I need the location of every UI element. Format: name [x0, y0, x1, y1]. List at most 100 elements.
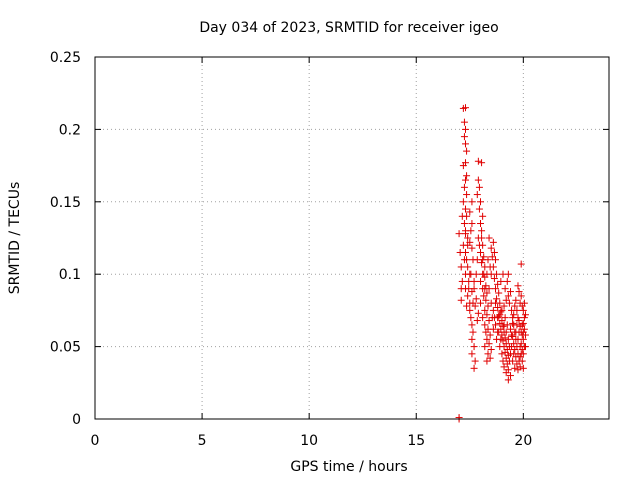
data-point	[506, 372, 514, 380]
data-point	[462, 205, 470, 213]
data-point	[516, 353, 524, 361]
data-point	[478, 259, 486, 267]
data-point	[514, 282, 522, 290]
data-point	[489, 238, 497, 246]
data-point	[460, 133, 468, 141]
data-point	[487, 345, 495, 353]
data-point	[475, 241, 483, 249]
x-tick-label: 5	[198, 433, 207, 449]
data-point	[483, 289, 491, 297]
y-axis-label: SRMTID / TECUs	[7, 182, 23, 295]
data-point	[517, 260, 525, 268]
data-point	[487, 244, 495, 252]
data-point	[471, 357, 479, 365]
data-point	[484, 350, 492, 358]
data-point	[517, 292, 525, 300]
data-point	[459, 198, 467, 206]
data-point	[506, 325, 514, 333]
x-tick-label: 20	[514, 433, 532, 449]
data-point	[515, 288, 523, 296]
data-point	[511, 345, 519, 353]
data-point	[494, 314, 502, 322]
data-point	[485, 317, 493, 325]
data-point	[494, 304, 502, 312]
data-point	[477, 198, 484, 206]
y-tick-label: 0.1	[59, 267, 81, 283]
x-tick-label: 15	[407, 433, 425, 449]
data-point	[482, 328, 490, 336]
data-point	[521, 311, 529, 319]
data-point	[482, 296, 490, 304]
data-point	[502, 354, 510, 362]
data-point	[516, 299, 524, 307]
data-point	[468, 244, 476, 252]
data-point	[472, 295, 480, 303]
data-point	[458, 277, 466, 285]
data-point	[470, 343, 478, 351]
data-point	[486, 263, 494, 271]
data-point	[481, 343, 489, 351]
data-point	[499, 357, 507, 365]
data-point	[497, 308, 505, 316]
data-point	[518, 357, 526, 365]
data-point	[460, 220, 468, 228]
data-point	[468, 350, 476, 358]
data-point	[477, 299, 484, 307]
data-point	[470, 364, 478, 372]
data-point	[478, 234, 486, 242]
data-point	[520, 314, 528, 322]
data-point	[493, 295, 501, 303]
data-point	[477, 277, 484, 285]
data-point	[466, 306, 474, 314]
data-point	[495, 328, 503, 336]
data-point	[499, 270, 507, 278]
data-point	[506, 288, 514, 296]
data-point	[486, 354, 494, 362]
data-point	[519, 328, 527, 336]
data-point	[470, 277, 478, 285]
x-axis-label: GPS time / hours	[290, 459, 407, 475]
data-point	[480, 253, 488, 261]
data-point	[511, 364, 519, 372]
data-point	[503, 360, 511, 368]
chart-title: Day 034 of 2023, SRMTID for receiver ige…	[199, 20, 498, 36]
data-point	[484, 256, 492, 264]
data-point	[485, 340, 493, 348]
y-tick-label: 0	[72, 412, 81, 428]
data-point	[468, 220, 476, 228]
data-point	[504, 335, 512, 343]
data-point	[477, 220, 484, 228]
data-point	[504, 376, 512, 384]
x-tick-label: 10	[300, 433, 318, 449]
data-point	[502, 369, 510, 377]
data-point	[486, 331, 494, 339]
data-point	[509, 319, 517, 327]
data-point	[462, 176, 470, 184]
data-point	[510, 311, 518, 319]
data-point	[502, 296, 510, 304]
data-point	[457, 263, 465, 271]
data-point	[505, 299, 513, 307]
data-point	[517, 340, 525, 348]
data-point	[514, 366, 522, 374]
y-tick-label: 0.05	[50, 340, 81, 356]
data-point	[497, 335, 505, 343]
data-point	[489, 325, 497, 333]
data-point	[520, 325, 528, 333]
data-point	[511, 302, 519, 310]
y-tick-label: 0.25	[50, 50, 81, 66]
data-point	[518, 321, 526, 329]
data-point	[459, 162, 467, 170]
plot-frame	[94, 56, 610, 420]
data-point	[469, 299, 477, 307]
data-point	[508, 343, 516, 351]
data-point	[501, 348, 509, 356]
data-point	[470, 285, 478, 293]
data-point	[498, 331, 506, 339]
data-point	[463, 147, 471, 155]
data-point	[495, 312, 503, 320]
data-point	[464, 241, 472, 249]
data-point	[457, 296, 465, 304]
data-point	[502, 328, 510, 336]
data-point	[460, 183, 468, 191]
